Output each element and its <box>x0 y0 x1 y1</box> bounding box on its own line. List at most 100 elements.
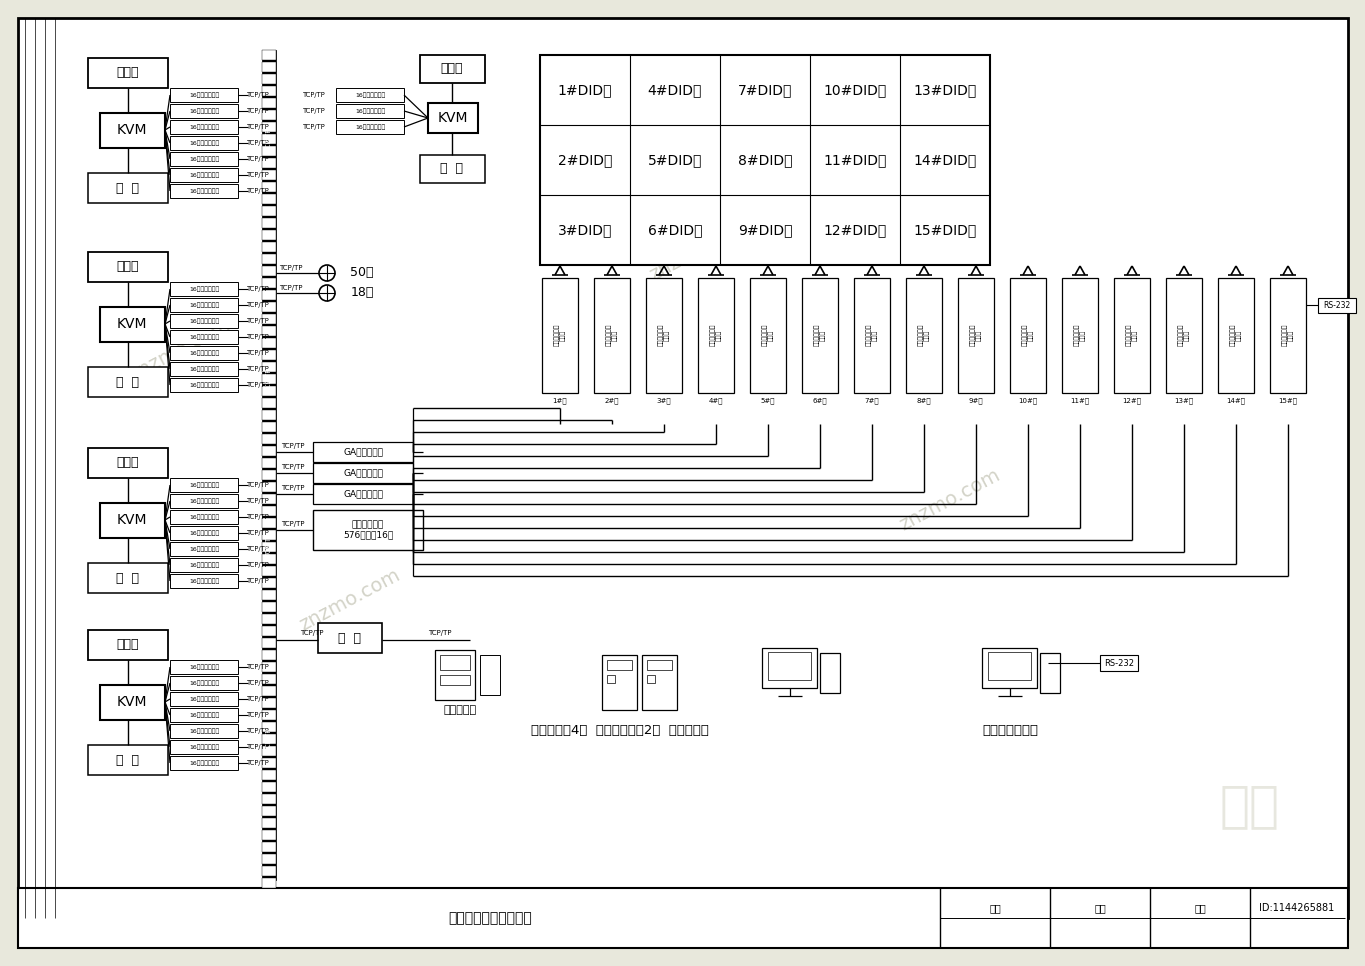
Bar <box>429 103 478 133</box>
Bar <box>594 278 631 393</box>
Text: TCP/TP: TCP/TP <box>247 188 269 194</box>
Bar <box>262 86 276 96</box>
Bar <box>262 494 276 504</box>
Bar <box>420 155 485 183</box>
Text: 3#屏: 3#屏 <box>657 398 672 405</box>
Text: 显示器: 显示器 <box>117 67 139 79</box>
Bar <box>262 50 276 880</box>
Text: 拼接显示控制
接收卡: 拼接显示控制 接收卡 <box>971 324 981 346</box>
Bar <box>100 503 165 538</box>
Text: TCP/TP: TCP/TP <box>247 664 269 670</box>
Bar <box>262 422 276 432</box>
Text: 拼接显示控制
接收卡: 拼接显示控制 接收卡 <box>865 324 878 346</box>
Bar <box>262 194 276 204</box>
Text: 16路硬盘录像机: 16路硬盘录像机 <box>188 172 220 178</box>
Bar <box>171 510 238 524</box>
Text: 5#DID屏: 5#DID屏 <box>648 153 702 167</box>
Bar <box>262 146 276 156</box>
Bar <box>607 675 616 683</box>
Text: 16路硬盘录像机: 16路硬盘录像机 <box>188 92 220 98</box>
Text: 13#屏: 13#屏 <box>1174 398 1193 405</box>
Bar <box>854 278 890 393</box>
Text: znzmo.com: znzmo.com <box>647 215 753 285</box>
Bar <box>262 302 276 312</box>
Text: TCP/TP: TCP/TP <box>281 443 304 449</box>
Bar <box>262 170 276 180</box>
Bar <box>171 708 238 722</box>
Bar <box>171 120 238 134</box>
Text: 1#DID屏: 1#DID屏 <box>558 83 613 97</box>
Text: TCP/TP: TCP/TP <box>247 578 269 584</box>
Bar <box>336 88 404 102</box>
Text: 拼接显示控制
接收卡: 拼接显示控制 接收卡 <box>814 324 826 346</box>
Text: 16路硬盘录像机: 16路硬盘录像机 <box>188 286 220 292</box>
Text: TCP/TP: TCP/TP <box>247 92 269 98</box>
Bar <box>480 655 500 695</box>
Bar <box>1114 278 1149 393</box>
Bar <box>262 470 276 480</box>
Bar <box>262 458 276 468</box>
Text: 键  盘: 键 盘 <box>116 753 139 766</box>
Bar <box>262 134 276 144</box>
Bar <box>262 434 276 444</box>
Text: 16路硬盘录像机: 16路硬盘录像机 <box>188 156 220 161</box>
Bar <box>262 482 276 492</box>
Bar <box>262 518 276 528</box>
Text: znzmo.com: znzmo.com <box>127 316 233 384</box>
Text: 存储服务器: 存储服务器 <box>444 705 476 715</box>
Text: KVM: KVM <box>117 695 147 709</box>
Text: 16路硬盘录像机: 16路硬盘录像机 <box>355 108 385 114</box>
Text: TCP/TP: TCP/TP <box>247 334 269 340</box>
Bar <box>171 724 238 738</box>
Bar <box>262 746 276 756</box>
Bar <box>1269 278 1306 393</box>
Text: TCP/TP: TCP/TP <box>247 760 269 766</box>
Text: TCP/TP: TCP/TP <box>247 318 269 324</box>
Bar <box>171 168 238 182</box>
Text: 6#DID屏: 6#DID屏 <box>648 223 702 237</box>
Bar <box>313 442 414 462</box>
Bar <box>171 526 238 540</box>
Bar <box>171 136 238 150</box>
Text: GA电视墙终端: GA电视墙终端 <box>343 469 384 477</box>
Bar <box>262 614 276 624</box>
Text: 9#DID屏: 9#DID屏 <box>737 223 792 237</box>
Bar <box>541 55 990 265</box>
Text: TCP/TP: TCP/TP <box>247 382 269 388</box>
Bar <box>336 104 404 118</box>
Bar <box>262 206 276 216</box>
Bar <box>171 692 238 706</box>
Bar <box>87 448 168 478</box>
Bar <box>262 398 276 408</box>
Text: TCP/TP: TCP/TP <box>281 464 304 470</box>
Text: 2#屏: 2#屏 <box>605 398 620 405</box>
Bar <box>262 806 276 816</box>
Bar <box>262 410 276 420</box>
Text: KVM: KVM <box>438 111 468 125</box>
Text: 键  盘: 键 盘 <box>441 162 464 176</box>
Bar <box>100 307 165 342</box>
Text: TCP/TP: TCP/TP <box>247 680 269 686</box>
Text: 16路硬盘录像机: 16路硬盘录像机 <box>188 728 220 734</box>
Bar <box>1040 653 1061 693</box>
Text: 16路硬盘录像机: 16路硬盘录像机 <box>188 125 220 129</box>
Text: GA电视墙终端: GA电视墙终端 <box>343 447 384 457</box>
Bar <box>171 740 238 754</box>
Bar <box>262 362 276 372</box>
Text: 7#屏: 7#屏 <box>864 398 879 405</box>
Text: TCP/TP: TCP/TP <box>247 140 269 146</box>
Text: 拼接显示控制
接收卡: 拼接显示控制 接收卡 <box>1074 324 1087 346</box>
Text: 拼接显示控制
接收卡: 拼接显示控制 接收卡 <box>658 324 670 346</box>
Text: 拼接显示控制
接收卡: 拼接显示控制 接收卡 <box>1230 324 1242 346</box>
Bar <box>262 374 276 384</box>
Text: 拼接墙控制电脑: 拼接墙控制电脑 <box>981 724 1037 736</box>
Bar <box>981 648 1037 688</box>
Text: TCP/TP: TCP/TP <box>266 128 272 152</box>
Text: 7#DID屏: 7#DID屏 <box>738 83 792 97</box>
Bar <box>542 278 577 393</box>
Text: TCP/TP: TCP/TP <box>247 156 269 162</box>
Text: 16路硬盘录像机: 16路硬盘录像机 <box>188 108 220 114</box>
Text: 16路硬盘录像机: 16路硬盘录像机 <box>188 318 220 324</box>
Text: TCP/TP: TCP/TP <box>247 514 269 520</box>
Bar <box>262 218 276 228</box>
